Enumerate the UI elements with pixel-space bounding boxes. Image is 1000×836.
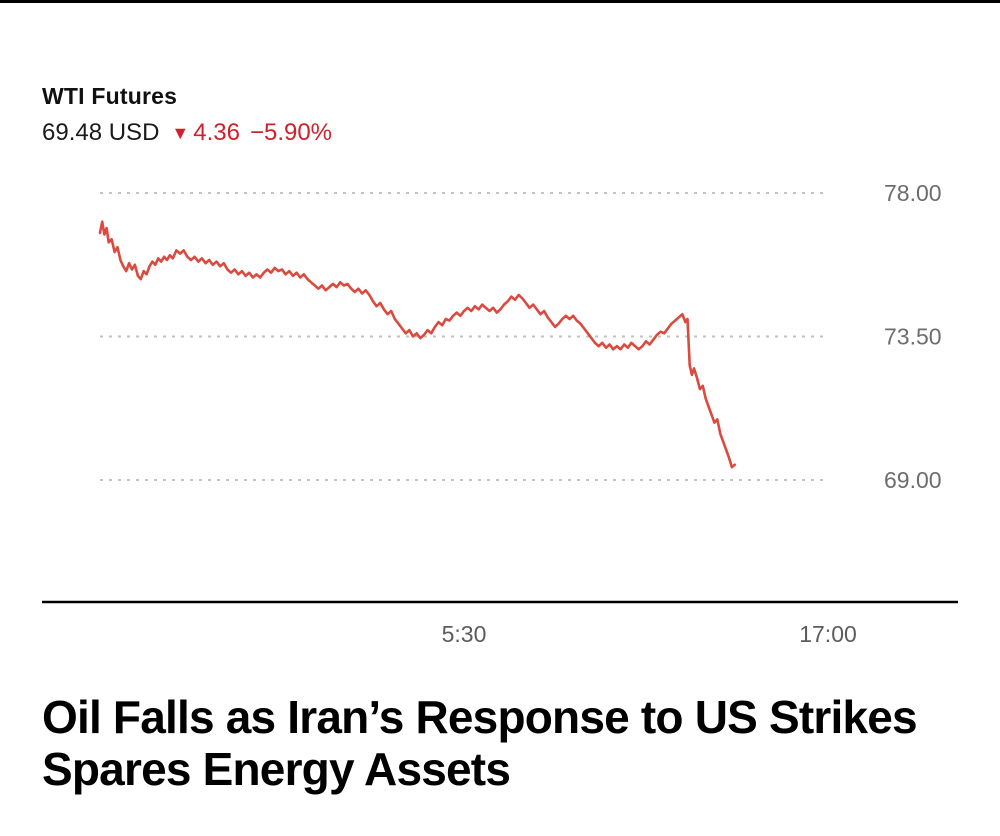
y-tick-label: 73.50 (884, 324, 942, 350)
price-line (98, 220, 737, 469)
price-chart[interactable]: 78.00 73.50 69.00 5:30 17:00 (0, 180, 1000, 650)
chart-header: WTI Futures 69.48 USD ▼ 4.36 −5.90% (42, 83, 1000, 147)
article-headline: Oil Falls as Iran’s Response to US Strik… (42, 691, 918, 795)
last-price: 69.48 USD (42, 119, 160, 146)
price-change-percent: −5.90% (249, 119, 333, 146)
price-change: 4.36 (193, 119, 240, 146)
top-divider (0, 0, 1000, 3)
x-tick-label: 5:30 (442, 621, 487, 647)
x-tick-label: 17:00 (799, 621, 857, 647)
y-tick-label: 78.00 (884, 180, 942, 206)
price-row: 69.48 USD ▼ 4.36 −5.90% (42, 119, 1000, 147)
y-tick-label: 69.00 (884, 467, 942, 493)
down-triangle-icon: ▼ (171, 122, 190, 143)
instrument-title: WTI Futures (42, 83, 178, 109)
